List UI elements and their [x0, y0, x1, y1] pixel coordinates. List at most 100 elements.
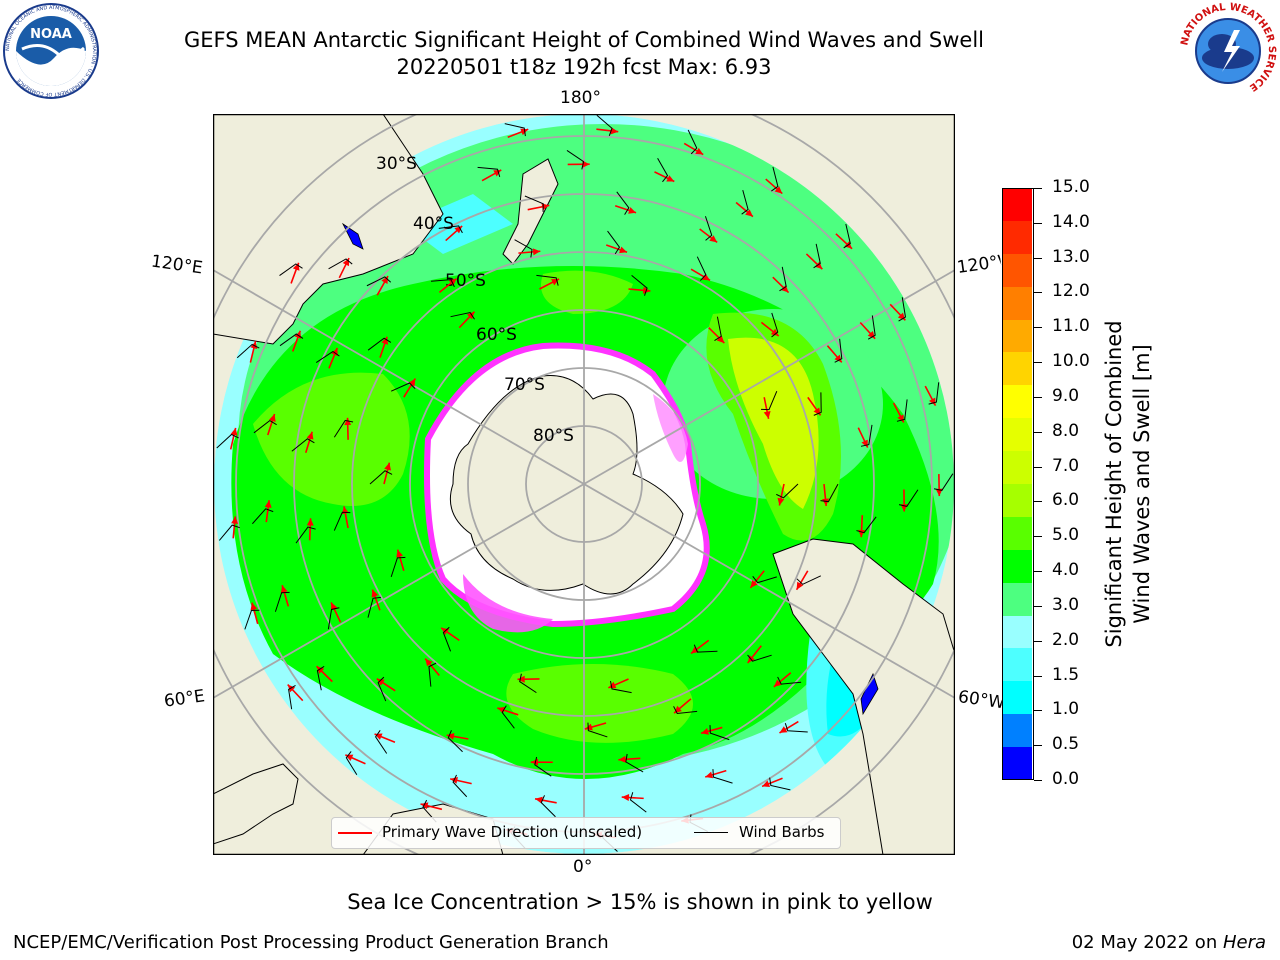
legend-wind-swatch [694, 832, 728, 833]
colorbar-tick-label: 4.0 [1052, 560, 1080, 581]
wind-barb [747, 654, 772, 662]
colorbar-tick-label: 1.0 [1052, 699, 1080, 720]
wave-arrowhead [384, 462, 391, 471]
legend-wave-label: Primary Wave Direction (unscaled) [382, 823, 643, 841]
colorbar-tick-label: 9.0 [1052, 385, 1080, 406]
wave-arrowhead [497, 706, 506, 714]
colorbar-tick-mark [1034, 640, 1042, 642]
wind-barb [374, 730, 388, 754]
colorbar-segment [1002, 385, 1032, 419]
wind-barb [820, 483, 839, 503]
wind-barb [687, 129, 698, 155]
colorbar-segment [1002, 188, 1032, 222]
wind-barb [390, 382, 416, 392]
wind-barb [279, 263, 303, 276]
wind-barb [291, 438, 315, 452]
colorbar-tick-mark [1034, 571, 1042, 573]
colorbar-label: Significant Height of Combined Wind Wave… [1100, 320, 1156, 647]
wind-barb [315, 350, 340, 363]
wave-arrowhead [344, 417, 352, 426]
wave-arrowhead [425, 658, 433, 667]
wind-barb [536, 274, 559, 286]
wind-barb [377, 676, 387, 702]
wind-barb [834, 338, 843, 363]
colorbar-tick-mark [1034, 292, 1042, 294]
wind-barb [367, 337, 392, 351]
wave-direction-arrows [229, 127, 943, 839]
wind-barb [714, 316, 722, 342]
wave-arrowhead [621, 794, 630, 801]
wind-barb [933, 473, 954, 491]
wind-barb [777, 676, 802, 685]
colorbar-segment [1002, 484, 1032, 518]
wave-arrowhead [762, 780, 771, 788]
colorbar-tick-label: 2.0 [1052, 629, 1080, 650]
colorbar-tick-label: 3.0 [1052, 594, 1080, 615]
colorbar-tick-mark [1034, 780, 1042, 781]
wave-arrowhead [814, 261, 823, 270]
lon-label-120e: 120°E [149, 251, 204, 279]
wave-arrowhead [376, 678, 385, 686]
wave-arrowhead [834, 354, 842, 363]
colorbar-segment [1002, 681, 1032, 715]
wind-barb [843, 223, 851, 249]
wave-arrowhead [454, 225, 463, 234]
wind-barb [741, 190, 749, 215]
wind-barb [524, 195, 544, 212]
wave-arrowhead [773, 679, 782, 687]
colorbar-tick-label: 0.5 [1052, 734, 1080, 755]
wave-arrowhead [250, 602, 258, 611]
wave-arrowhead [446, 732, 455, 740]
wave-arrowhead [381, 336, 389, 345]
wind-barb [253, 419, 277, 434]
wave-arrowhead [582, 160, 590, 168]
wind-barb [367, 596, 382, 618]
wave-arrowhead [774, 186, 783, 194]
wave-arrowhead [408, 378, 416, 387]
colorbar-segment [1002, 451, 1032, 485]
wave-arrowhead [780, 285, 789, 293]
wind-barb [813, 392, 822, 416]
date-stamp: 02 May 2022 on Hera [1072, 932, 1266, 953]
wind-barb [534, 756, 552, 777]
wind-barb [704, 216, 713, 241]
lat-label-50s: 50°S [445, 271, 486, 291]
wave-arrowhead [779, 726, 788, 733]
wind-barb [657, 157, 669, 183]
chart-title: GEFS MEAN Antarctic Significant Height o… [183, 28, 985, 52]
wind-barb [333, 419, 354, 438]
wave-arrowhead [231, 516, 239, 524]
wind-barb [696, 256, 707, 281]
colorbar-segment [1002, 253, 1032, 288]
wind-barb [712, 769, 733, 784]
wave-arrowhead [264, 500, 272, 508]
wave-arrowhead [750, 580, 758, 588]
colorbar-tick-label: 12.0 [1052, 281, 1090, 302]
machine-name: Hera [1222, 932, 1266, 953]
wind-barb [274, 591, 290, 612]
colorbar-tick-mark [1034, 710, 1042, 712]
wind-barb [218, 524, 240, 541]
wind-barb [450, 311, 475, 320]
wind-barb [693, 644, 718, 653]
wave-arrowhead [618, 755, 626, 763]
colorbar-tick-mark [1034, 257, 1042, 259]
colorbar-segment [1002, 418, 1032, 452]
wind-barb [369, 470, 393, 485]
wind-barb [673, 706, 698, 714]
wind-barb [771, 312, 779, 338]
colorbar-tick-label: 11.0 [1052, 316, 1090, 337]
wind-barb [709, 725, 730, 741]
colorbar-segment [1002, 714, 1032, 748]
wind-barb [327, 607, 340, 630]
wave-arrowhead [619, 246, 628, 254]
colorbar-segment [1002, 648, 1032, 682]
colorbar-tick-mark [1034, 675, 1042, 677]
wave-arrowhead [709, 235, 718, 243]
wind-barb [504, 123, 526, 137]
wind-barb [867, 315, 876, 340]
wind-barb [896, 399, 908, 422]
wind-barb [779, 266, 787, 292]
wind-barb [616, 191, 630, 215]
wind-barb [447, 730, 463, 753]
